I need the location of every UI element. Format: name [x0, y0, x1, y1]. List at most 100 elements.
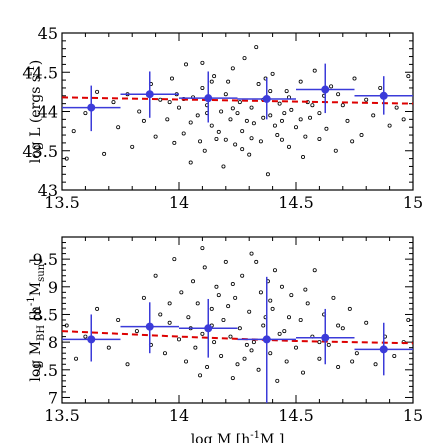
- scatter-point: [364, 320, 369, 325]
- bin-mean-point: [204, 94, 213, 103]
- scatter-point: [317, 340, 322, 345]
- scatter-point: [235, 111, 240, 116]
- bin-mean-point: [145, 322, 154, 331]
- scatter-point: [240, 273, 245, 278]
- scatter-point: [179, 290, 184, 295]
- scatter-point: [165, 117, 170, 122]
- y-tick-label: 7: [48, 388, 58, 407]
- scatter-point: [102, 151, 107, 156]
- scatter-point: [394, 105, 399, 110]
- scatter-point: [286, 315, 291, 320]
- scatter-point: [184, 359, 189, 364]
- scatter-point: [258, 139, 263, 144]
- scatter-point: [188, 120, 193, 125]
- y-tick-label: 43: [38, 181, 58, 200]
- scatter-point: [282, 329, 287, 334]
- scatter-point: [216, 129, 221, 134]
- bin-mean-point: [262, 94, 271, 103]
- scatter-point: [202, 265, 207, 270]
- scatter-point: [95, 89, 100, 94]
- scatter-point: [284, 359, 289, 364]
- scatter-point: [329, 84, 334, 89]
- scatter-point: [378, 85, 383, 90]
- scatter-point: [111, 100, 116, 105]
- scatter-point: [158, 312, 163, 317]
- scatter-point: [233, 295, 238, 300]
- x-tick-label: 13.5: [44, 406, 80, 425]
- y-tick-label: 44.5: [22, 63, 58, 82]
- scatter-point: [200, 331, 205, 336]
- scatter-point: [249, 251, 254, 256]
- y-tick-label: 9.5: [33, 250, 58, 269]
- scatter-point: [298, 117, 303, 122]
- scatter-point: [242, 56, 247, 61]
- scatter-point: [176, 105, 181, 110]
- scatter-point: [188, 160, 193, 165]
- scatter-point: [223, 259, 228, 264]
- scatter-point: [282, 111, 287, 116]
- scatter-point: [237, 326, 242, 331]
- scatter-point: [406, 74, 411, 79]
- scatter-point: [130, 144, 135, 149]
- scatter-point: [209, 306, 214, 311]
- x-tick-label: 13.5: [44, 193, 80, 212]
- scatter-point: [284, 89, 289, 94]
- scatter-point: [317, 111, 322, 116]
- scatter-point: [275, 133, 280, 138]
- scatter-point: [249, 348, 254, 353]
- scatter-point: [249, 136, 254, 141]
- x-axis-label: log M [h-1M ]: [191, 430, 285, 443]
- scatter-point: [345, 118, 350, 123]
- scatter-point: [289, 293, 294, 298]
- scatter-point: [289, 107, 294, 112]
- scatter-point: [279, 137, 284, 142]
- scatter-point: [268, 351, 273, 356]
- scatter-point: [270, 306, 275, 311]
- y-tick-label: 7.5: [33, 361, 58, 380]
- y-axis-label: log MBH [h-1Msun]: [26, 258, 47, 381]
- scatter-point: [371, 113, 376, 118]
- scatter-point: [340, 103, 345, 108]
- scatter-point: [303, 287, 308, 292]
- scatter-point: [230, 106, 235, 111]
- scatter-point: [268, 113, 273, 118]
- scatter-point: [277, 101, 282, 106]
- scatter-point: [247, 152, 252, 157]
- x-tick-label: 14.5: [278, 193, 314, 212]
- scatter-point: [261, 115, 266, 120]
- scatter-point: [230, 66, 235, 71]
- scatter-point: [141, 295, 146, 300]
- scatter-point: [200, 60, 205, 65]
- scatter-point: [256, 82, 261, 87]
- y-tick-label: 43.5: [22, 142, 58, 161]
- scatter-point: [331, 295, 336, 300]
- scatter-point: [352, 76, 357, 81]
- bin-mean-point: [379, 345, 388, 354]
- scatter-point: [240, 147, 245, 152]
- bin-mean-point: [379, 91, 388, 100]
- scatter-point: [228, 334, 233, 339]
- scatter-point: [312, 68, 317, 73]
- scatter-point: [209, 123, 214, 128]
- scatter-point: [401, 117, 406, 122]
- scatter-point: [242, 356, 247, 361]
- scatter-point: [326, 342, 331, 347]
- scatter-point: [223, 92, 228, 97]
- scatter-point: [336, 323, 341, 328]
- scatter-point: [235, 362, 240, 367]
- scatter-point: [301, 370, 306, 375]
- scatter-point: [305, 301, 310, 306]
- scatter-point: [406, 317, 411, 322]
- scatter-point: [317, 136, 322, 141]
- plot-data: [62, 246, 413, 403]
- scatter-point: [244, 342, 249, 347]
- scatter-point: [195, 301, 200, 306]
- scatter-point: [240, 129, 245, 134]
- scatter-point: [324, 126, 329, 131]
- scatter-point: [226, 304, 231, 309]
- scatter-point: [176, 337, 181, 342]
- scatter-point: [265, 172, 270, 177]
- scatter-point: [298, 79, 303, 84]
- scatter-point: [219, 353, 224, 358]
- scatter-point: [268, 89, 273, 94]
